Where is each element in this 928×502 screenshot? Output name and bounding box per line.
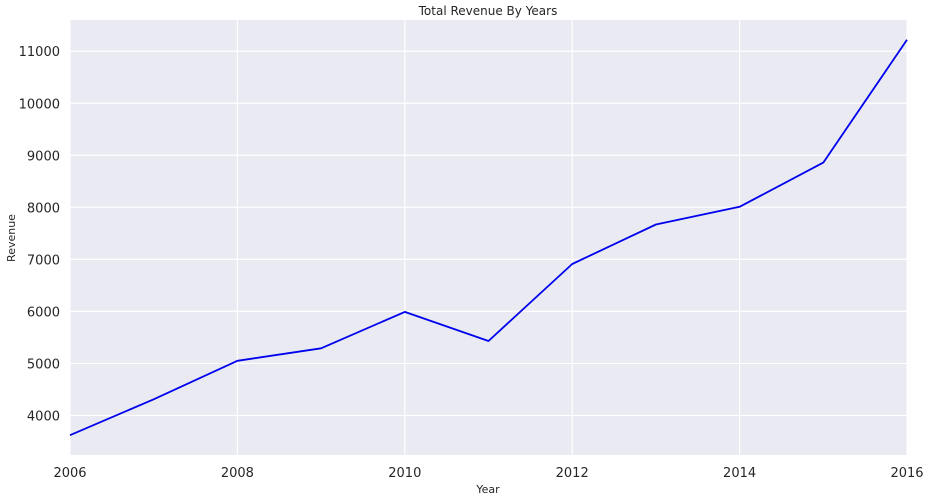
x-tick-label: 2006 (53, 466, 86, 481)
y-tick-label: 8000 (27, 201, 60, 216)
series-line-revenue (69, 39, 908, 437)
y-tick-labels: 4000 5000 6000 7000 8000 9000 10000 11000 (19, 45, 60, 424)
grid-lines (69, 20, 908, 455)
y-tick-label: 9000 (27, 149, 60, 164)
x-tick-label: 2010 (388, 466, 421, 481)
y-tick-label: 5000 (27, 357, 60, 372)
y-tick-label: 7000 (27, 253, 60, 268)
x-tick-label: 2008 (221, 466, 254, 481)
chart-title: Total Revenue By Years (418, 4, 558, 18)
y-tick-label: 6000 (27, 305, 60, 320)
x-axis-label: Year (475, 483, 500, 496)
y-tick-label: 10000 (19, 97, 60, 112)
x-tick-label: 2016 (890, 466, 923, 481)
y-axis-label: Revenue (5, 214, 18, 262)
x-tick-label: 2014 (723, 466, 756, 481)
plot-background (70, 20, 907, 455)
y-tick-label: 11000 (19, 45, 60, 60)
x-tick-labels: 2006 2008 2010 2012 2014 2016 (53, 466, 923, 481)
x-tick-label: 2012 (556, 466, 589, 481)
y-tick-label: 4000 (27, 409, 60, 424)
